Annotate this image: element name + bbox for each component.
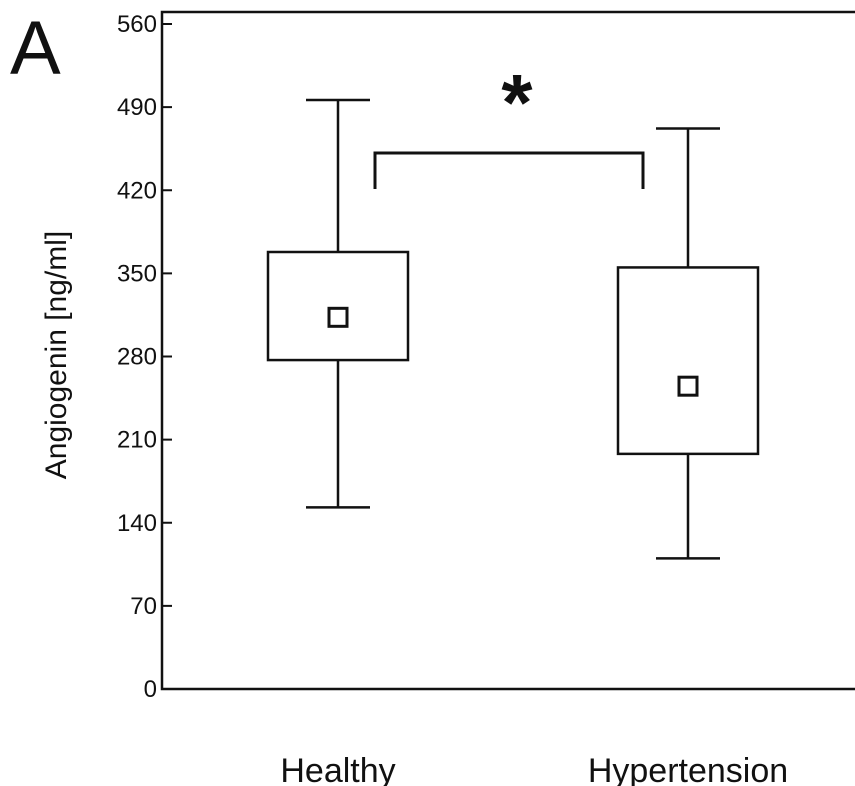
mean-marker-hypertension	[677, 375, 699, 397]
y-tick-label: 350	[117, 260, 157, 287]
iqr-box-hypertension	[616, 266, 760, 456]
x-category-label-hypertension: Hypertension	[588, 752, 788, 786]
plot-frame	[160, 10, 855, 691]
significance-bracket	[373, 151, 645, 189]
y-tick-label: 70	[130, 593, 157, 620]
y-tick-label: 140	[117, 510, 157, 537]
panel-label: A	[10, 6, 61, 91]
significance-star: *	[501, 58, 533, 147]
y-tick-label: 0	[144, 676, 157, 703]
box-series	[266, 98, 760, 560]
y-tick-label: 210	[117, 427, 157, 454]
mean-marker-healthy	[327, 306, 349, 328]
y-axis-ticks: 0 70 140 210 280 350 420 490 560	[117, 11, 172, 703]
y-tick-label: 420	[117, 177, 157, 204]
significance-marker: *	[373, 58, 645, 189]
y-tick-label: 280	[117, 344, 157, 371]
y-tick-label: 560	[117, 11, 157, 38]
iqr-box-healthy	[266, 250, 410, 362]
y-tick-label: 490	[117, 94, 157, 121]
x-category-label-healthy: Healthy	[280, 752, 395, 786]
y-axis-title: Angiogenin [ng/ml]	[40, 231, 73, 480]
